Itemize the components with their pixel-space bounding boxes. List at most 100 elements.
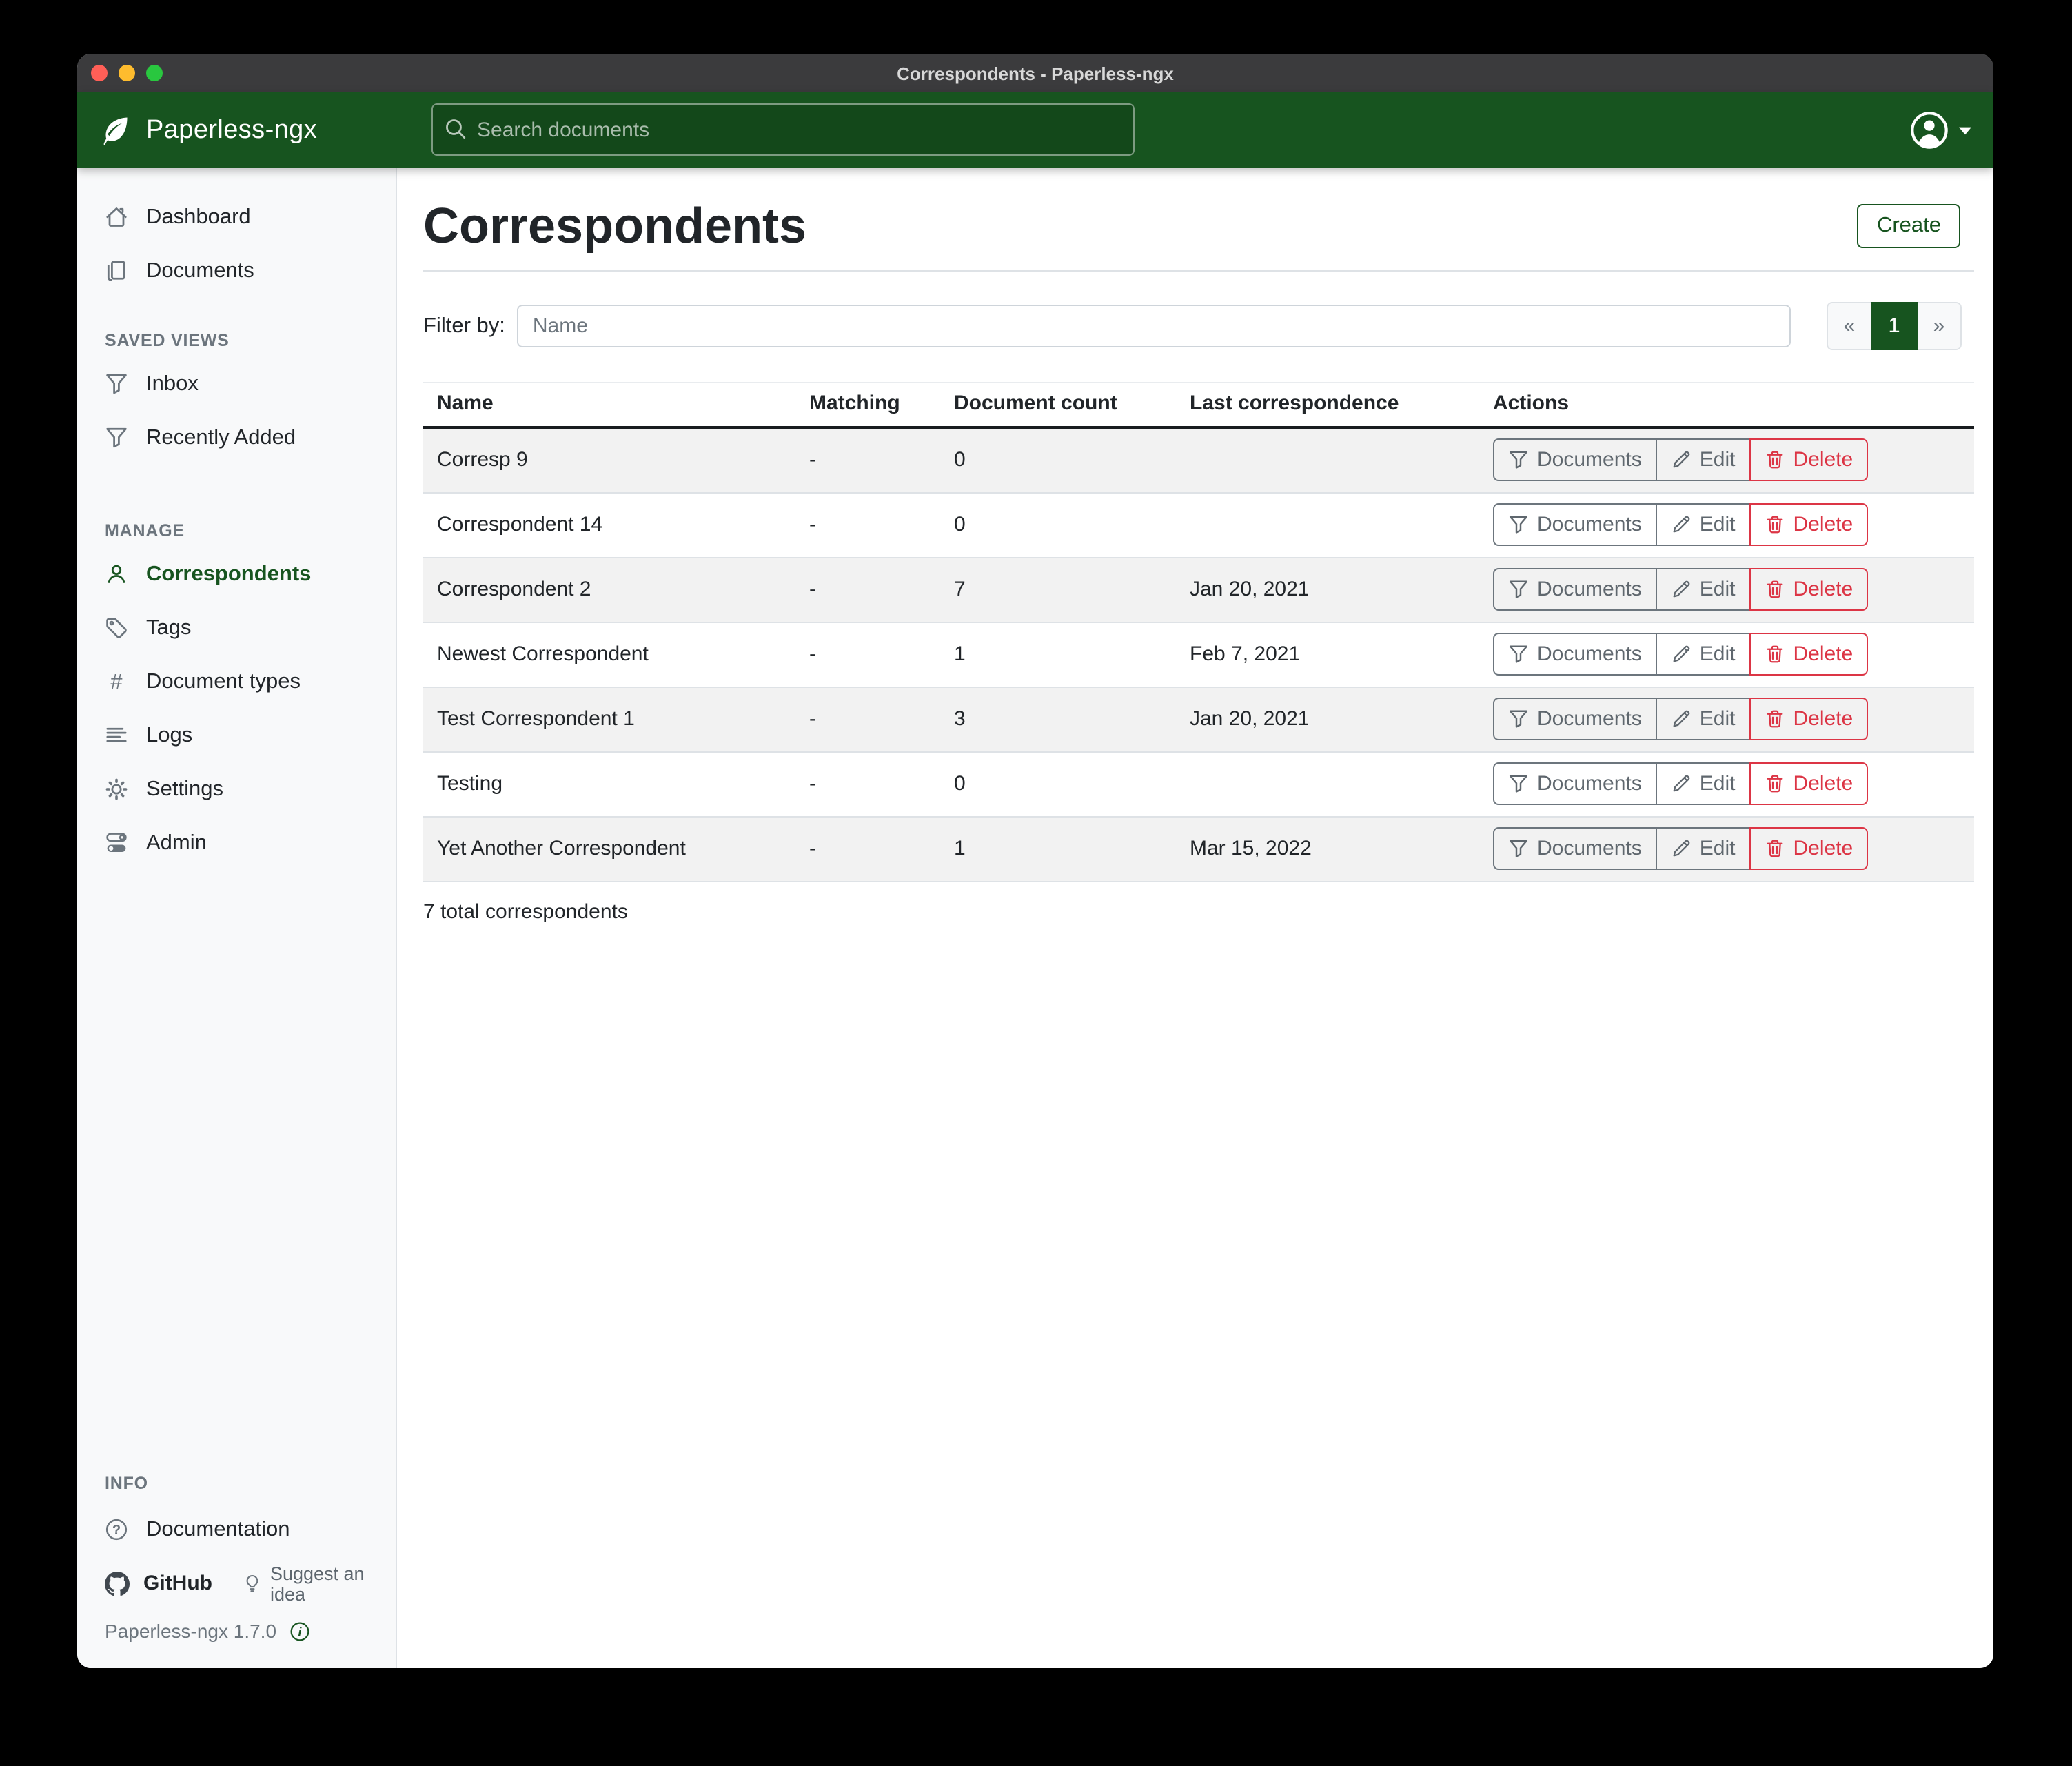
sidebar-item-label: Correspondents <box>146 562 312 585</box>
cell-name: Corresp 9 <box>423 427 795 493</box>
cell-matching: - <box>795 622 940 687</box>
sidebar-item-admin[interactable]: Admin <box>77 816 396 870</box>
edit-button[interactable]: Edit <box>1655 438 1751 482</box>
sidebar-item-label: Settings <box>146 777 224 800</box>
cell-last-correspondence: Mar 15, 2022 <box>1176 816 1479 882</box>
edit-button[interactable]: Edit <box>1655 762 1751 805</box>
paperless-leaf-logo-icon <box>99 114 132 147</box>
brand[interactable]: Paperless-ngx <box>99 114 317 147</box>
documents-button[interactable]: Documents <box>1493 698 1657 740</box>
delete-button[interactable]: Delete <box>1749 633 1869 676</box>
sidebar-info-section: INFO Documentation GitHub Suggest an ide… <box>77 1472 396 1652</box>
sidebar-item-correspondents[interactable]: Correspondents <box>77 547 396 601</box>
filter-by-label: Filter by: <box>423 314 505 337</box>
delete-button[interactable]: Delete <box>1749 827 1869 870</box>
app-window: Correspondents - Paperless-ngx Paperless… <box>77 54 1993 1668</box>
delete-button[interactable]: Delete <box>1749 503 1869 546</box>
sidebar-item-dashboard[interactable]: Dashboard <box>77 190 396 244</box>
documents-button[interactable]: Documents <box>1493 762 1657 805</box>
edit-button[interactable]: Edit <box>1655 633 1751 676</box>
cell-matching: - <box>795 492 940 558</box>
pagination-prev-button[interactable]: « <box>1827 302 1871 350</box>
sidebar-item-inbox[interactable]: Inbox <box>77 357 396 411</box>
gear-icon <box>105 778 128 801</box>
sidebar-item-label: Documents <box>146 258 254 282</box>
sidebar-item-recently-added[interactable]: Recently Added <box>77 411 396 465</box>
question-circle-icon <box>105 1518 128 1541</box>
github-icon <box>105 1571 130 1596</box>
edit-button[interactable]: Edit <box>1655 503 1751 546</box>
cell-last-correspondence <box>1176 751 1479 817</box>
delete-button[interactable]: Delete <box>1749 762 1869 805</box>
documents-button[interactable]: Documents <box>1493 438 1657 482</box>
trash-icon <box>1764 773 1785 794</box>
sidebar-item-documentation[interactable]: Documentation <box>77 1503 396 1556</box>
create-button[interactable]: Create <box>1857 204 1960 248</box>
cell-document-count: 3 <box>940 687 1176 752</box>
total-count-text: 7 total correspondents <box>423 900 628 923</box>
suggest-an-idea-link[interactable]: Suggest an idea <box>243 1563 396 1604</box>
documents-button[interactable]: Documents <box>1493 503 1657 546</box>
table-row: Corresp 9 - 0 Documents Edit Delete <box>423 427 1974 493</box>
app-version: Paperless-ngx 1.7.0 <box>105 1620 277 1642</box>
search-input[interactable] <box>431 103 1135 156</box>
funnel-icon <box>1508 579 1529 600</box>
table-row: Yet Another Correspondent - 1 Mar 15, 20… <box>423 816 1974 882</box>
minimize-window-button[interactable] <box>119 65 135 81</box>
cell-last-correspondence <box>1176 492 1479 558</box>
cell-document-count: 1 <box>940 622 1176 687</box>
documents-button[interactable]: Documents <box>1493 827 1657 870</box>
column-header-actions: Actions <box>1479 382 1974 429</box>
funnel-icon <box>1508 709 1529 729</box>
cell-name: Newest Correspondent <box>423 622 795 687</box>
column-header-name[interactable]: Name <box>423 382 795 429</box>
cell-document-count: 1 <box>940 816 1176 882</box>
delete-button[interactable]: Delete <box>1749 438 1869 482</box>
github-label: GitHub <box>143 1572 212 1595</box>
sidebar-item-tags[interactable]: Tags <box>77 601 396 655</box>
cell-last-correspondence: Jan 20, 2021 <box>1176 687 1479 752</box>
column-header-matching[interactable]: Matching <box>795 382 940 429</box>
trash-icon <box>1764 709 1785 729</box>
table-row: Correspondent 14 - 0 Documents Edit Dele… <box>423 492 1974 558</box>
documents-button[interactable]: Documents <box>1493 568 1657 611</box>
sidebar-item-logs[interactable]: Logs <box>77 709 396 762</box>
sidebar-item-github[interactable]: GitHub <box>105 1571 212 1596</box>
info-circle-icon[interactable] <box>289 1621 309 1641</box>
sidebar-item-document-types[interactable]: Document types <box>77 655 396 709</box>
user-menu-button[interactable] <box>1909 110 1971 150</box>
files-icon <box>105 259 128 283</box>
cell-document-count: 0 <box>940 751 1176 817</box>
sidebar-heading-info: INFO <box>105 1474 148 1493</box>
delete-button[interactable]: Delete <box>1749 568 1869 611</box>
person-icon <box>105 562 128 586</box>
suggest-an-idea-label: Suggest an idea <box>270 1563 365 1604</box>
table-row: Newest Correspondent - 1 Feb 7, 2021 Doc… <box>423 622 1974 687</box>
user-avatar-icon <box>1909 110 1949 150</box>
name-filter-input[interactable] <box>517 305 1791 347</box>
edit-button[interactable]: Edit <box>1655 698 1751 740</box>
close-window-button[interactable] <box>91 65 108 81</box>
pencil-icon <box>1671 644 1692 664</box>
correspondents-table: Name Matching Document count Last corres… <box>423 382 1974 882</box>
funnel-icon <box>105 372 128 396</box>
sidebar-item-documents[interactable]: Documents <box>77 244 396 298</box>
edit-button[interactable]: Edit <box>1655 827 1751 870</box>
documents-button[interactable]: Documents <box>1493 633 1657 676</box>
column-header-document-count[interactable]: Document count <box>940 382 1176 429</box>
sidebar-item-settings[interactable]: Settings <box>77 762 396 816</box>
sidebar-item-label: Recently Added <box>146 425 296 449</box>
window-title: Correspondents - Paperless-ngx <box>897 63 1174 83</box>
edit-button[interactable]: Edit <box>1655 568 1751 611</box>
zoom-window-button[interactable] <box>146 65 163 81</box>
cell-last-correspondence <box>1176 427 1479 493</box>
global-search <box>431 103 1135 156</box>
toggles-icon <box>105 831 128 855</box>
filter-row: Filter by: « 1 » <box>423 302 1974 350</box>
lightbulb-icon <box>243 1573 262 1594</box>
table-header-row: Name Matching Document count Last corres… <box>423 382 1974 429</box>
pagination-current-page[interactable]: 1 <box>1871 302 1918 350</box>
delete-button[interactable]: Delete <box>1749 698 1869 740</box>
pagination-next-button[interactable]: » <box>1918 302 1962 350</box>
column-header-last-correspondence[interactable]: Last correspondence <box>1176 382 1479 429</box>
